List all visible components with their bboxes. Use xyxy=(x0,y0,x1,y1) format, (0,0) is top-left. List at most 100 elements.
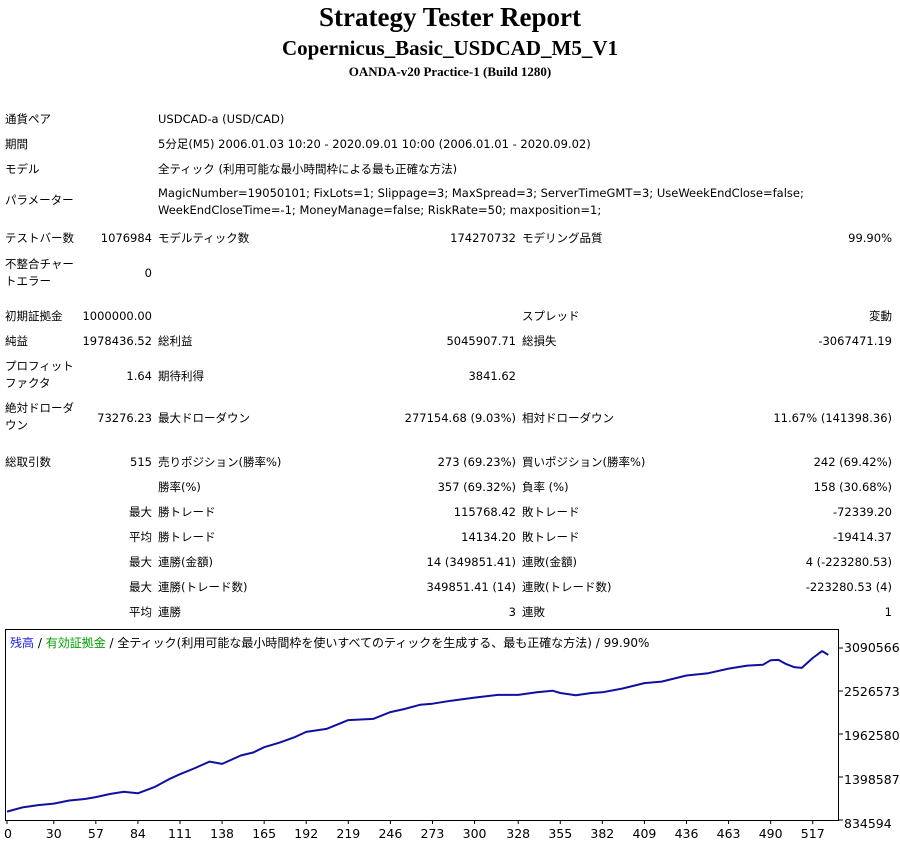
deposit-value: 1000000.00 xyxy=(82,309,152,323)
max-dd-label: 最大ドローダウン xyxy=(158,411,250,425)
cons-loss-count-value: -223280.53 (4) xyxy=(805,580,892,594)
long-positions-label: 買いポジション(勝率%) xyxy=(522,455,646,469)
avg-cons-win-value: 3 xyxy=(508,605,516,619)
x-tick-label: 300 xyxy=(462,826,487,841)
spread-value: 変動 xyxy=(869,309,892,323)
gross-profit-label: 総利益 xyxy=(158,334,193,348)
ticks-value: 174270732 xyxy=(450,231,516,245)
bars-label: テストバー数 xyxy=(5,231,74,245)
legend-balance: 残高 xyxy=(10,636,35,650)
y-tick-label: 2526573 xyxy=(844,684,900,699)
absolute-dd-value: 73276.23 xyxy=(97,411,152,425)
period-label: 期間 xyxy=(5,137,28,151)
balance-chart xyxy=(5,629,839,821)
profit-trades-label: 勝率(%) xyxy=(158,480,201,494)
net-profit-value: 1978436.52 xyxy=(82,334,152,348)
largest-win-label: 勝トレード xyxy=(158,505,216,519)
spread-label: スプレッド xyxy=(522,309,580,323)
loss-trades-label: 負率 (%) xyxy=(522,480,569,494)
average-win-label: 勝トレード xyxy=(158,530,216,544)
x-tick-label: 273 xyxy=(420,826,445,841)
cons-win-count-label: 連勝(トレード数) xyxy=(158,580,248,594)
average-loss-label: 敗トレード xyxy=(522,530,580,544)
model-value: 全ティック (利用可能な最小時間枠による最も正確な方法) xyxy=(158,162,458,176)
avg-cons-loss-label: 連敗 xyxy=(522,605,545,619)
x-tick-label: 463 xyxy=(716,826,741,841)
largest-loss-value: -72339.20 xyxy=(832,505,892,519)
largest-loss-label: 敗トレード xyxy=(522,505,580,519)
total-trades-value: 515 xyxy=(130,455,152,469)
y-tick-label: 1962580 xyxy=(844,728,900,743)
x-tick-label: 436 xyxy=(674,826,699,841)
x-tick-label: 57 xyxy=(87,826,104,841)
max-cons-amount-label: 最大 xyxy=(129,555,152,569)
params-value: MagicNumber=19050101; FixLots=1; Slippag… xyxy=(158,186,804,217)
max-dd-value: 277154.68 (9.03%) xyxy=(404,411,516,425)
profit-factor-label: プロフィットファクタ xyxy=(5,359,74,390)
x-tick-label: 246 xyxy=(378,826,403,841)
x-tick-label: 0 xyxy=(4,826,12,841)
errors-label: 不整合チャートエラー xyxy=(5,257,74,288)
avg-cons-label: 平均 xyxy=(129,605,152,619)
x-tick-label: 219 xyxy=(336,826,361,841)
x-tick-label: 328 xyxy=(506,826,531,841)
errors-value: 0 xyxy=(144,266,152,280)
x-tick-label: 409 xyxy=(632,826,657,841)
report-title: Strategy Tester Report xyxy=(319,2,581,32)
average-label: 平均 xyxy=(129,530,152,544)
x-tick-label: 355 xyxy=(548,826,573,841)
x-tick-label: 192 xyxy=(294,826,319,841)
x-tick-label: 382 xyxy=(590,826,615,841)
legend-equity: 有効証拠金 xyxy=(45,636,106,650)
quality-value: 99.90% xyxy=(848,231,892,245)
cons-loss-amount-value: 4 (-223280.53) xyxy=(805,555,892,569)
max-cons-count-label: 最大 xyxy=(129,580,152,594)
x-tick-label: 490 xyxy=(758,826,783,841)
absolute-dd-label: 絶対ドローダウン xyxy=(5,401,74,432)
cons-loss-amount-label: 連敗(金額) xyxy=(522,555,577,569)
profit-trades-value: 357 (69.32%) xyxy=(437,480,516,494)
legend-model-info: / 全ティック(利用可能な最小時間枠を使いすべてのティックを生成する、最も正確な… xyxy=(105,636,650,650)
loss-trades-value: 158 (30.68%) xyxy=(813,480,892,494)
long-positions-value: 242 (69.42%) xyxy=(813,455,892,469)
y-tick-label: 3090566 xyxy=(844,640,900,655)
avg-cons-win-label: 連勝 xyxy=(158,605,181,619)
cons-win-count-value: 349851.41 (14) xyxy=(426,580,516,594)
profit-factor-value: 1.64 xyxy=(126,369,152,383)
x-tick-label: 84 xyxy=(129,826,146,841)
largest-win-value: 115768.42 xyxy=(453,505,516,519)
chart-legend: 残高 / 有効証拠金 / 全ティック(利用可能な最小時間枠を使いすべてのティック… xyxy=(10,634,649,651)
balance-line xyxy=(6,650,829,813)
y-tick-label: 834594 xyxy=(844,816,892,831)
net-profit-label: 純益 xyxy=(5,334,28,348)
average-loss-value: -19414.37 xyxy=(832,530,892,544)
params-label: パラメーター xyxy=(5,193,74,207)
relative-dd-label: 相対ドローダウン xyxy=(522,411,614,425)
x-tick-label: 138 xyxy=(210,826,234,841)
cons-win-amount-value: 14 (349851.41) xyxy=(426,555,516,569)
expected-payoff-value: 3841.62 xyxy=(468,369,516,383)
model-label: モデル xyxy=(5,162,40,176)
ticks-label: モデルティック数 xyxy=(158,231,250,245)
gross-profit-value: 5045907.71 xyxy=(446,334,516,348)
symbol-value: USDCAD-a (USD/CAD) xyxy=(158,112,285,126)
x-tick-label: 111 xyxy=(168,826,192,841)
symbol-label: 通貨ペア xyxy=(5,112,51,126)
broker-info: OANDA-v20 Practice-1 (Build 1280) xyxy=(348,64,552,79)
x-tick-label: 165 xyxy=(252,826,277,841)
quality-label: モデリング品質 xyxy=(522,231,603,245)
short-positions-value: 273 (69.23%) xyxy=(437,455,516,469)
expert-name: Copernicus_Basic_USDCAD_M5_V1 xyxy=(282,36,618,60)
avg-cons-loss-value: 1 xyxy=(884,605,892,619)
expected-payoff-label: 期待利得 xyxy=(158,369,204,383)
bars-value: 1076984 xyxy=(100,231,152,245)
gross-loss-value: -3067471.19 xyxy=(818,334,892,348)
average-win-value: 14134.20 xyxy=(461,530,516,544)
x-tick-label: 30 xyxy=(45,826,62,841)
cons-loss-count-label: 連敗(トレード数) xyxy=(522,580,612,594)
legend-separator: / xyxy=(34,636,46,650)
period-value: 5分足(M5) 2006.01.03 10:20 - 2020.09.01 10… xyxy=(158,137,591,151)
short-positions-label: 売りポジション(勝率%) xyxy=(158,455,282,469)
relative-dd-value: 11.67% (141398.36) xyxy=(773,411,892,425)
